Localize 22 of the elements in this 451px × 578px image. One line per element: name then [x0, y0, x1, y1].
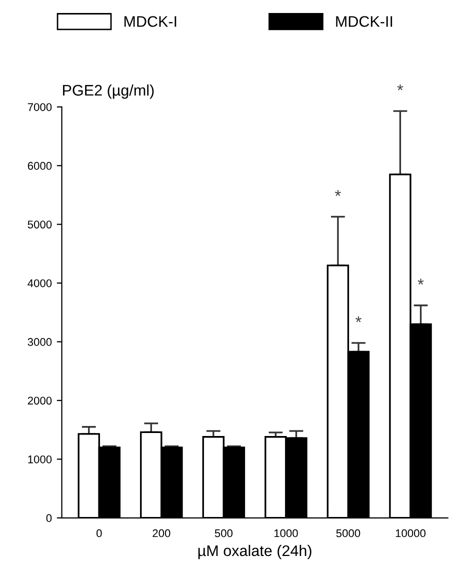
y-tick-label: 3000 — [28, 338, 52, 346]
x-tick-label: 10000 — [396, 529, 426, 538]
x-tick-label: 0 — [96, 529, 102, 538]
y-tick-label: 2000 — [28, 396, 52, 405]
annotation: * — [334, 190, 341, 196]
x-tick-label: 200 — [152, 529, 170, 538]
y-tick-label: 7000 — [28, 103, 52, 112]
legend-label: MDCK-I — [124, 16, 176, 27]
annotation: * — [418, 278, 424, 285]
legend-label: MDCK-II — [336, 16, 392, 27]
x-axis-title: µM oxalate (24h) — [198, 544, 312, 560]
annotation: * — [397, 84, 404, 90]
y-tick-label: 1000 — [28, 455, 52, 464]
x-tick-label: 1000 — [274, 529, 298, 538]
annotation: * — [356, 316, 362, 322]
y-tick-label: 6000 — [28, 162, 52, 170]
x-tick-label: 5000 — [336, 529, 360, 538]
y-axis-title: PGE2 (µg/ml) — [63, 84, 154, 99]
y-tick-label: 0 — [46, 514, 52, 522]
y-tick-label: 4000 — [28, 279, 52, 288]
y-tick-label: 5000 — [28, 220, 52, 228]
x-tick-label: 500 — [214, 529, 233, 538]
